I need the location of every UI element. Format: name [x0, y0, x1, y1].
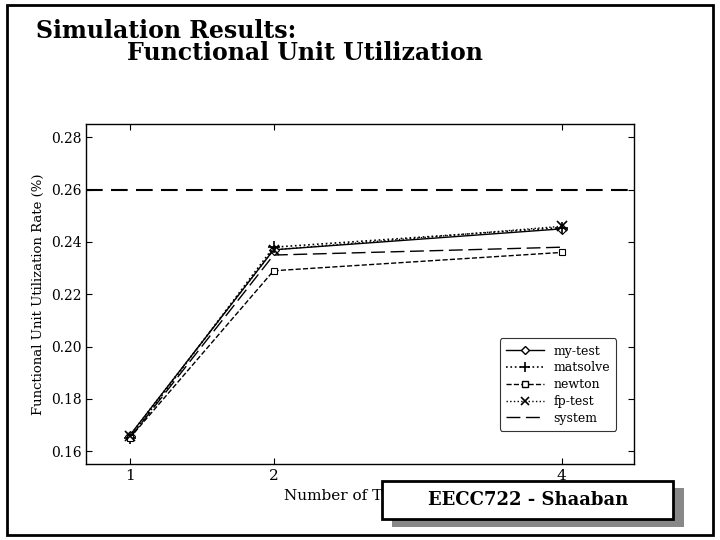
Line: my-test: my-test: [126, 225, 565, 439]
Line: newton: newton: [126, 249, 565, 442]
Line: matsolve: matsolve: [124, 222, 567, 444]
X-axis label: Number of Threads: Number of Threads: [284, 489, 436, 503]
system: [269, 252, 278, 258]
system: [557, 244, 566, 251]
matsolve: [557, 224, 566, 231]
newton: [557, 249, 566, 255]
newton: [125, 435, 134, 442]
fp-test: [557, 223, 566, 230]
my-test: [269, 247, 278, 253]
Text: EECC722 - Shaaban: EECC722 - Shaaban: [428, 491, 628, 509]
newton: [269, 267, 278, 274]
Text: #29   Lec # 2   Fall 2000  9-11-2000: #29 Lec # 2 Fall 2000 9-11-2000: [438, 519, 618, 528]
Y-axis label: Functional Unit Utilization Rate (%): Functional Unit Utilization Rate (%): [32, 173, 45, 415]
Line: system: system: [130, 247, 562, 438]
my-test: [557, 226, 566, 232]
fp-test: [269, 247, 278, 253]
Line: fp-test: fp-test: [125, 221, 567, 441]
system: [125, 435, 134, 442]
Text: Simulation Results:: Simulation Results:: [36, 19, 296, 43]
my-test: [125, 433, 134, 439]
matsolve: [125, 435, 134, 442]
fp-test: [125, 433, 134, 439]
matsolve: [269, 244, 278, 251]
Legend: my-test, matsolve, newton, fp-test, system: my-test, matsolve, newton, fp-test, syst…: [500, 339, 616, 431]
Text: Functional Unit Utilization: Functional Unit Utilization: [94, 40, 482, 64]
